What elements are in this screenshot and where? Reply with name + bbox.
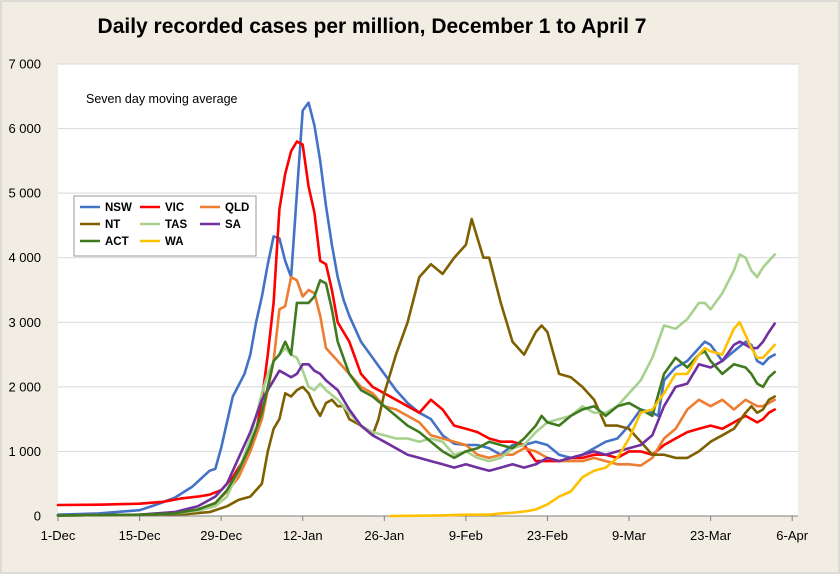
x-tick-label: 12-Jan xyxy=(283,528,323,543)
x-tick-label: 15-Dec xyxy=(119,528,161,543)
y-tick-label: 6 000 xyxy=(8,121,41,136)
legend-label-tas: TAS xyxy=(165,219,187,231)
legend: NSW VIC QLD NT TAS SA ACT WA xyxy=(73,195,257,257)
series-line-sa xyxy=(56,322,776,517)
series-line-qld xyxy=(56,275,776,517)
x-tick-label: 1-Dec xyxy=(41,528,76,543)
legend-box xyxy=(73,195,257,257)
y-tick-label: 0 xyxy=(34,509,41,524)
series-line-wa xyxy=(388,321,776,518)
y-tick-label: 3 000 xyxy=(8,315,41,330)
legend-label-nt: NT xyxy=(105,219,120,231)
x-tick-label: 6-Apr xyxy=(776,528,808,543)
x-tick-label: 9-Mar xyxy=(612,528,647,543)
y-tick-label: 5 000 xyxy=(8,186,41,201)
y-axis: 0 1 000 2 000 3 000 4 000 5 000 6 000 7 000 xyxy=(8,57,41,524)
y-tick-label: 2 000 xyxy=(8,379,41,394)
x-axis: 1-Dec 15-Dec 29-Dec 12-Jan 26-Jan 9-Feb 23-Feb… xyxy=(41,515,809,543)
legend-label-wa: WA xyxy=(165,236,184,248)
series-line-act xyxy=(56,279,776,517)
plot-area xyxy=(58,64,798,516)
x-tick-label: 23-Mar xyxy=(690,528,732,543)
series-lines xyxy=(56,101,776,518)
x-tick-label: 26-Jan xyxy=(364,528,404,543)
x-tick-label: 23-Feb xyxy=(527,528,568,543)
annotation-seven-day-average: Seven day moving average xyxy=(86,92,238,106)
legend-label-sa: SA xyxy=(225,219,241,231)
y-tick-label: 4 000 xyxy=(8,250,41,265)
chart-title: Daily recorded cases per million, Decemb… xyxy=(98,15,647,38)
legend-label-nsw: NSW xyxy=(105,202,132,214)
y-tick-label: 7 000 xyxy=(8,57,41,72)
legend-label-act: ACT xyxy=(105,236,129,248)
x-tick-label: 9-Feb xyxy=(449,528,483,543)
legend-label-qld: QLD xyxy=(225,202,249,214)
x-tick-label: 29-Dec xyxy=(200,528,242,543)
series-line-vic xyxy=(56,140,776,507)
y-tick-label: 1 000 xyxy=(8,444,41,459)
series-line-nt xyxy=(56,217,776,517)
legend-label-vic: VIC xyxy=(165,202,184,214)
